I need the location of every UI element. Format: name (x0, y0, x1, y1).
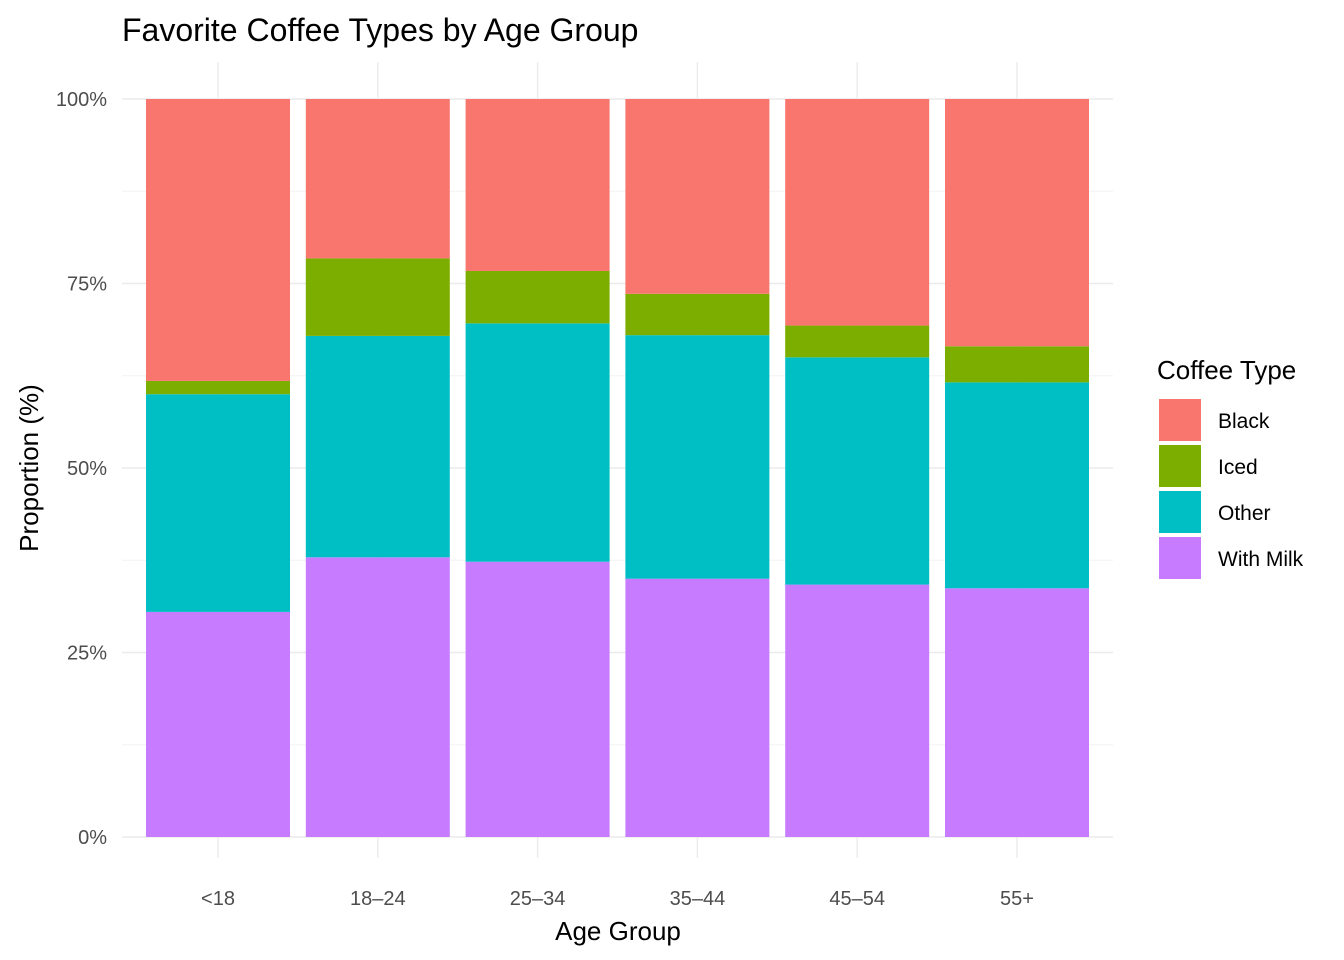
bar-segment-other (625, 335, 770, 579)
legend: Coffee Type Black Iced Other With Milk (1157, 355, 1304, 579)
bar-segment-iced (146, 380, 290, 395)
legend-label: Other (1218, 502, 1271, 525)
bar-segment-black (945, 99, 1089, 347)
x-axis-title: Age Group (555, 916, 681, 946)
y-axis-ticks: 0% 25% 50% 75% 100% (56, 89, 107, 849)
bar-segment-other (465, 323, 610, 562)
legend-key (1159, 537, 1201, 579)
legend-key (1159, 399, 1201, 441)
legend-key (1159, 445, 1201, 487)
bar-segment-with-milk (785, 584, 930, 837)
y-tick-label: 0% (78, 827, 107, 849)
bar-segment-with-milk (465, 561, 610, 837)
bar-segment-other (146, 394, 290, 612)
bar-segment-with-milk (305, 557, 450, 837)
y-tick-label: 100% (56, 89, 107, 111)
x-tick-label: 45–54 (829, 888, 885, 910)
x-axis-ticks: <18 18–24 25–34 35–44 45–54 55+ (201, 888, 1034, 910)
y-tick-label: 50% (67, 458, 107, 480)
legend-label: Iced (1218, 456, 1258, 479)
bar-segment-iced (785, 325, 930, 358)
legend-key (1159, 491, 1201, 533)
bar-segment-iced (945, 346, 1089, 383)
legend-label: With Milk (1218, 548, 1304, 571)
bar-segment-iced (625, 293, 770, 336)
y-tick-label: 75% (67, 274, 107, 296)
x-tick-label: <18 (201, 888, 235, 910)
x-tick-label: 25–34 (510, 888, 566, 910)
bar-segment-black (785, 99, 930, 326)
x-tick-label: 55+ (1000, 888, 1034, 910)
bar-segment-iced (305, 258, 450, 336)
bar-segment-other (785, 357, 930, 585)
chart-title: Favorite Coffee Types by Age Group (122, 12, 638, 48)
bar-segment-iced (465, 270, 610, 324)
y-axis-title: Proportion (%) (14, 384, 44, 552)
y-tick-label: 25% (67, 643, 107, 665)
bar-segment-black (146, 99, 290, 381)
bar-segment-with-milk (146, 611, 290, 837)
bars (146, 99, 1089, 837)
x-tick-label: 18–24 (350, 888, 406, 910)
bar-segment-with-milk (625, 578, 770, 837)
x-tick-label: 35–44 (670, 888, 726, 910)
bar-segment-with-milk (945, 588, 1089, 837)
bar-segment-other (305, 335, 450, 558)
bar-segment-black (625, 99, 770, 294)
bar-segment-other (945, 382, 1089, 589)
bar-segment-black (305, 99, 450, 259)
legend-label: Black (1218, 410, 1270, 433)
bar-segment-black (465, 99, 610, 271)
legend-title: Coffee Type (1157, 355, 1296, 385)
